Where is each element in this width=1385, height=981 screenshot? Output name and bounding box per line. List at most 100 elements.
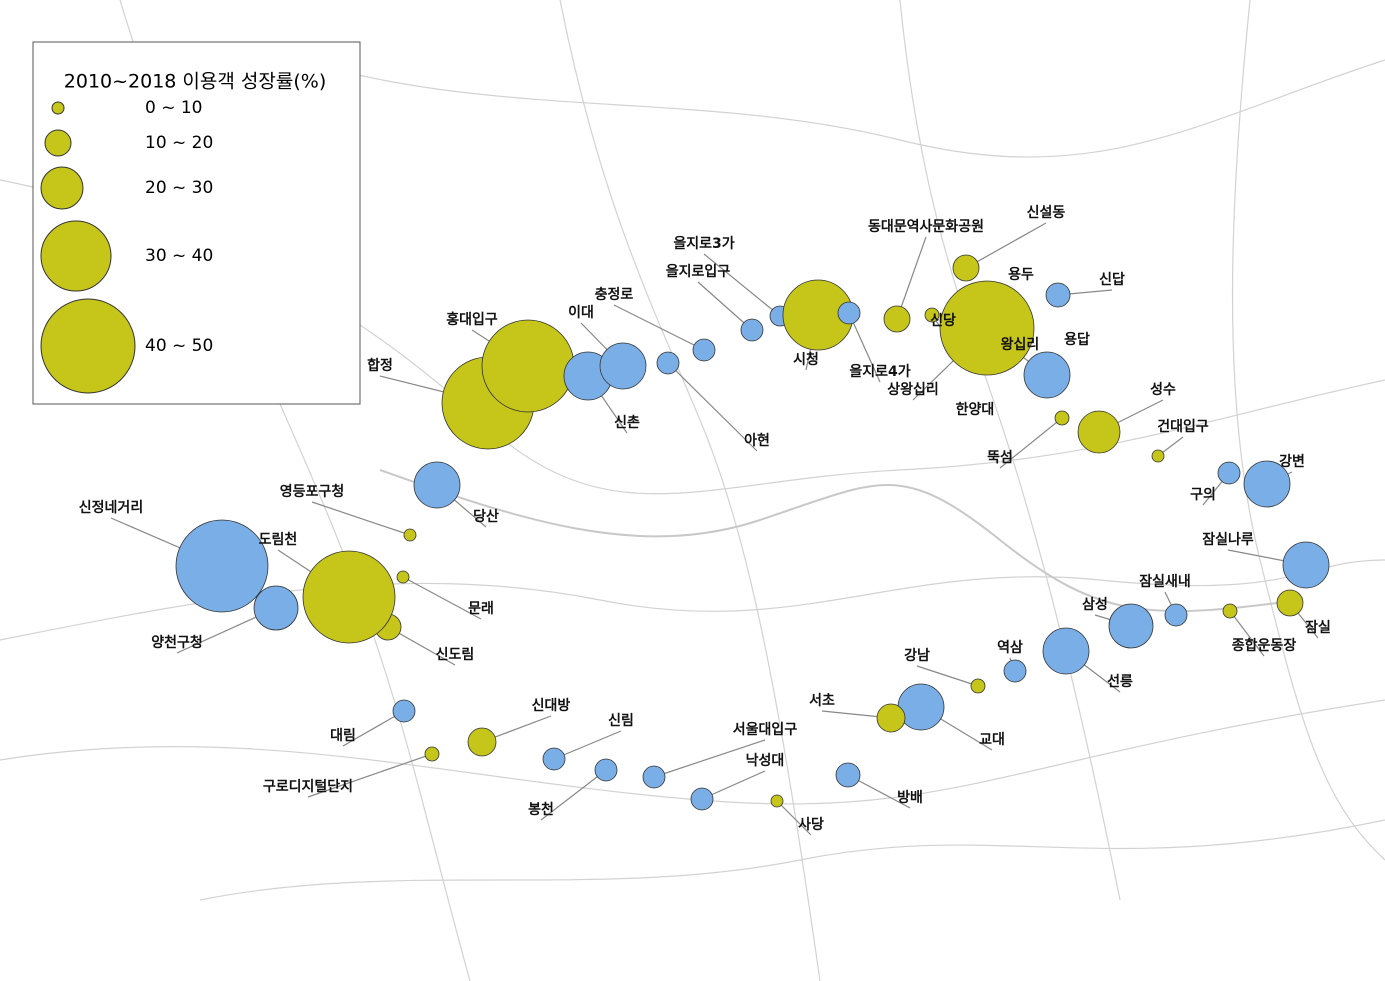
- station-label: 을지로3가: [673, 236, 734, 252]
- station-circle: [1077, 410, 1121, 454]
- station-label: 성수: [1150, 382, 1176, 398]
- station-circle: [690, 787, 714, 811]
- legend-symbol: [40, 298, 136, 394]
- station-label: 낙성대: [746, 753, 785, 769]
- station-circle: [413, 461, 461, 509]
- leader-line: [776, 800, 812, 836]
- station-circle: [924, 307, 940, 323]
- legend-symbol: [51, 101, 65, 115]
- station-label: 방배: [897, 789, 923, 806]
- station-circle: [656, 351, 680, 375]
- station-label: 신정네거리: [79, 499, 143, 516]
- station-label: 양천구청: [151, 635, 203, 651]
- station-label: 당산: [473, 508, 499, 525]
- leader-line: [697, 281, 753, 331]
- station-circle: [396, 570, 410, 584]
- leader-line: [701, 770, 766, 800]
- station-label: 신도림: [436, 647, 475, 663]
- station-label: 동대문역사문화공원: [868, 218, 984, 235]
- station-label: 용답: [1064, 331, 1090, 348]
- station-label: 시청: [793, 352, 819, 368]
- station-label: 잠실: [1305, 619, 1331, 636]
- station-label: 강남: [904, 647, 930, 664]
- station-label: 홍대입구: [446, 311, 498, 328]
- station-label: 아현: [744, 432, 770, 449]
- station-circle: [392, 699, 416, 723]
- station-label: 서울대입구: [733, 721, 798, 738]
- station-circle: [253, 585, 299, 631]
- station-circle: [770, 794, 784, 808]
- station-circle: [1108, 603, 1154, 649]
- station-circle: [1164, 603, 1188, 627]
- leader-line: [916, 665, 979, 687]
- station-circle: [740, 318, 764, 342]
- leader-line: [613, 304, 705, 351]
- legend-symbol: [44, 129, 72, 157]
- station-circle: [876, 703, 906, 733]
- station-label: 충정로: [595, 286, 634, 303]
- leader-line: [553, 730, 622, 760]
- legend-label: 10 ~ 20: [145, 133, 213, 153]
- leader-line: [703, 253, 781, 317]
- station-circle: [952, 254, 980, 282]
- station-label: 사당: [798, 816, 824, 833]
- station-circle: [1151, 449, 1165, 463]
- station-circle: [692, 338, 716, 362]
- station-label: 신대방: [532, 697, 571, 714]
- legend-label: 30 ~ 40: [145, 246, 213, 266]
- station-circle: [1023, 351, 1071, 399]
- station-circle: [481, 319, 575, 413]
- station-circle: [1243, 460, 1291, 508]
- station-circle: [939, 280, 1035, 376]
- station-circle: [599, 342, 647, 390]
- station-label: 봉천: [528, 802, 554, 818]
- station-circle: [403, 528, 417, 542]
- station-label: 구의: [1190, 486, 1216, 503]
- leader-line: [965, 222, 1047, 269]
- station-label: 도림천: [259, 532, 298, 548]
- leader-line: [1229, 610, 1265, 657]
- legend-title: 2010~2018 이용객 성장률(%): [64, 71, 326, 93]
- legend: 2010~2018 이용객 성장률(%) 0 ~ 10 10 ~ 20 20 ~ 3…: [32, 41, 361, 405]
- station-circle: [883, 305, 911, 333]
- station-label: 대림: [330, 728, 356, 744]
- station-label: 영등포구청: [280, 483, 344, 500]
- legend-label: 0 ~ 10: [145, 98, 203, 118]
- station-label: 종합운동장: [1232, 637, 1297, 654]
- leader-line: [402, 576, 482, 620]
- leader-line: [540, 769, 607, 821]
- station-circle: [970, 678, 986, 694]
- station-label: 삼성: [1082, 597, 1108, 613]
- station-circle: [835, 762, 861, 788]
- leader-line: [999, 417, 1063, 469]
- station-circle: [837, 301, 861, 325]
- legend-symbol: [40, 220, 112, 292]
- station-circle: [1222, 603, 1238, 619]
- station-circle: [1282, 541, 1330, 589]
- legend-label: 40 ~ 50: [145, 336, 213, 356]
- legend-symbol: [40, 166, 84, 210]
- station-label: 뚝섬: [987, 450, 1013, 466]
- station-label: 잠실나루: [1202, 531, 1254, 548]
- station-label: 신당: [930, 312, 956, 329]
- station-label: 강변: [1279, 453, 1305, 470]
- station-label: 을지로입구: [666, 264, 731, 280]
- station-label: 선릉: [1107, 674, 1133, 690]
- station-circle: [1217, 461, 1241, 485]
- station-label: 이대: [568, 304, 594, 321]
- station-label: 역삼: [997, 639, 1023, 656]
- leader-line: [653, 739, 766, 778]
- leader-line: [342, 710, 405, 747]
- leader-line: [311, 501, 411, 536]
- station-circle: [1045, 282, 1071, 308]
- station-circle: [542, 747, 566, 771]
- station-circle: [1054, 410, 1070, 426]
- station-label: 구로디지털단지: [263, 778, 353, 795]
- station-circle: [467, 727, 497, 757]
- station-label: 문래: [468, 601, 494, 617]
- leader-line: [307, 753, 433, 798]
- station-label: 신촌: [614, 415, 640, 431]
- station-circle: [897, 683, 945, 731]
- station-circle: [642, 765, 666, 789]
